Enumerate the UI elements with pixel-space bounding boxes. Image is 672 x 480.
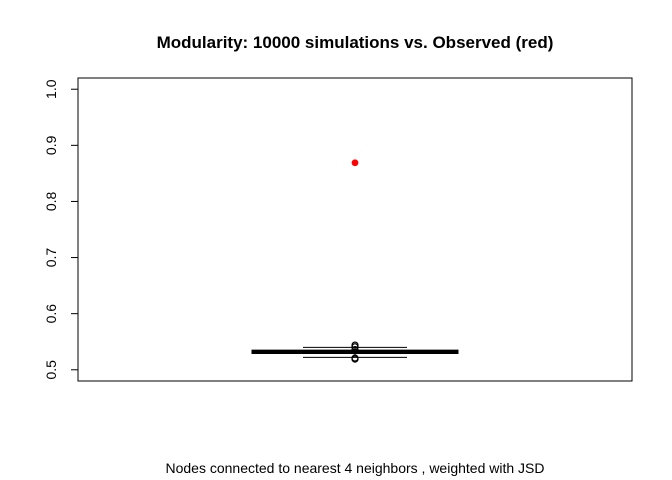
y-axis-ticks: 0.5 0.6 0.7 0.8 0.9 1.0	[43, 79, 78, 380]
y-tick-label: 0.5	[43, 360, 59, 380]
y-tick-label: 0.7	[43, 248, 59, 268]
y-tick-label: 0.9	[43, 135, 59, 155]
y-tick-label: 1.0	[43, 79, 59, 99]
outlier-point	[351, 341, 359, 349]
x-axis-label: Nodes connected to nearest 4 neighbors ,…	[165, 460, 544, 476]
outlier-points	[351, 341, 359, 363]
outlier-point	[351, 354, 359, 362]
y-tick-label: 0.8	[43, 192, 59, 212]
outlier-point	[351, 345, 359, 354]
chart-title: Modularity: 10000 simulations vs. Observ…	[157, 33, 554, 52]
observed-point	[351, 159, 359, 167]
y-tick-label: 0.6	[43, 304, 59, 324]
